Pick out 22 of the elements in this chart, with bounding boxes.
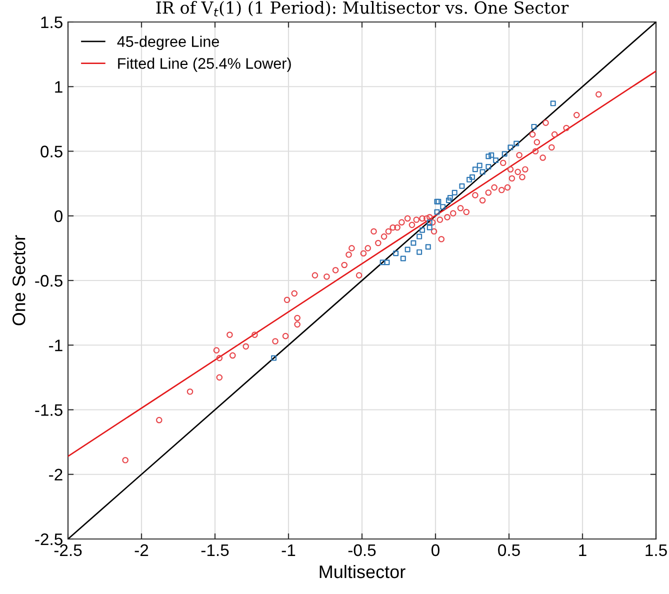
x-tick-label: 1	[579, 544, 586, 556]
x-tick-label: -1.5	[201, 544, 229, 556]
x-tick-label: 0.5	[498, 544, 520, 556]
x-tick-label: -2	[134, 544, 148, 556]
y-tick-label: -2	[49, 468, 62, 480]
x-tick-label: 0	[432, 544, 440, 556]
y-tick-label: -2.5	[35, 533, 62, 546]
y-tick-label: 0	[54, 210, 62, 222]
x-tick-label: -0.5	[348, 544, 376, 556]
y-tick-label: -0.5	[35, 274, 62, 287]
y-tick-label: 0.5	[40, 146, 62, 158]
x-axis-title: Multisector	[320, 564, 406, 578]
chart-title: IR of V$_{t}$(1) (1 Period): Multisector vs. One Sector	[156, 1, 569, 16]
legend-label: Fitted Line (25.4% Lower)	[118, 58, 291, 72]
y-tick-label: 1.5	[41, 16, 62, 28]
x-tick-label: -1	[282, 544, 296, 556]
y-tick-label: -1.5	[35, 404, 62, 416]
legend-label: 45-degree Line	[117, 36, 219, 50]
y-axis-title: One Sector	[12, 235, 26, 326]
x-tick-label: 1.5	[646, 544, 667, 556]
y-tick-label: 1	[55, 81, 62, 93]
y-tick-label: -1	[49, 340, 62, 352]
